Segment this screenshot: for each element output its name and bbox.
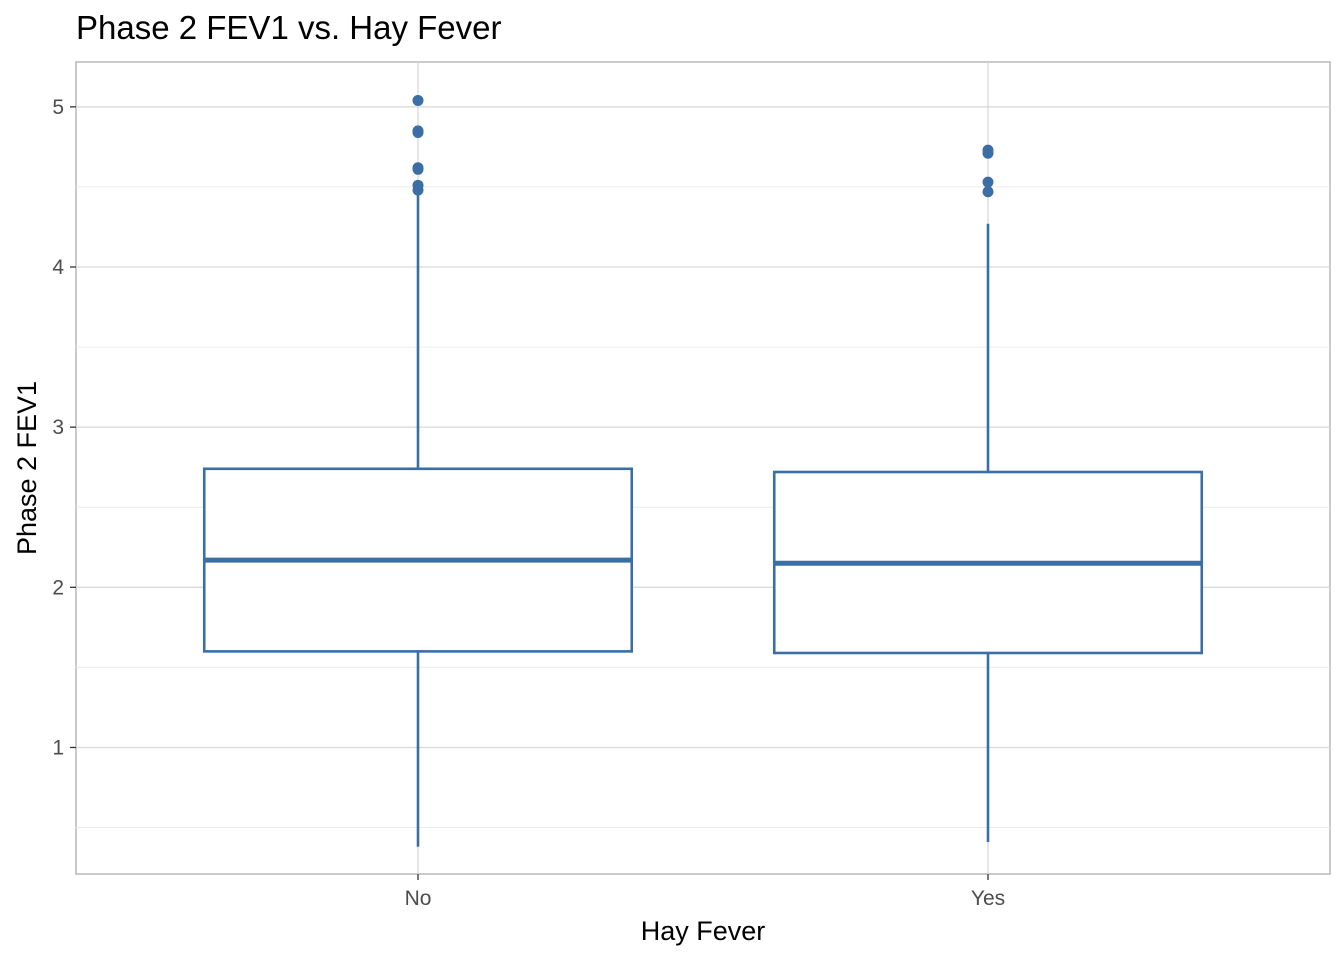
y-axis-title: Phase 2 FEV1 <box>12 381 42 555</box>
tick-labels: 1 2 3 4 5 No Yes <box>52 96 1005 910</box>
outlier-point <box>982 176 994 188</box>
y-tick-label: 2 <box>52 576 64 599</box>
outlier-point <box>412 184 424 196</box>
x-tick-label: Yes <box>971 887 1005 910</box>
chart-title: Phase 2 FEV1 vs. Hay Fever <box>76 9 502 46</box>
box-yes <box>772 144 1204 842</box>
box-no <box>202 94 634 847</box>
y-tick-label: 5 <box>52 96 64 119</box>
outlier-point <box>982 147 994 159</box>
y-tick-label: 4 <box>52 256 64 279</box>
boxes <box>202 94 1204 847</box>
x-axis-title: Hay Fever <box>641 916 766 946</box>
outlier-point <box>982 186 994 198</box>
y-tick-label: 3 <box>52 416 64 439</box>
outlier-point <box>412 126 424 138</box>
x-tick-label: No <box>405 887 432 910</box>
y-tick-label: 1 <box>52 736 64 759</box>
outlier-point <box>412 163 424 175</box>
outlier-point <box>412 94 424 106</box>
